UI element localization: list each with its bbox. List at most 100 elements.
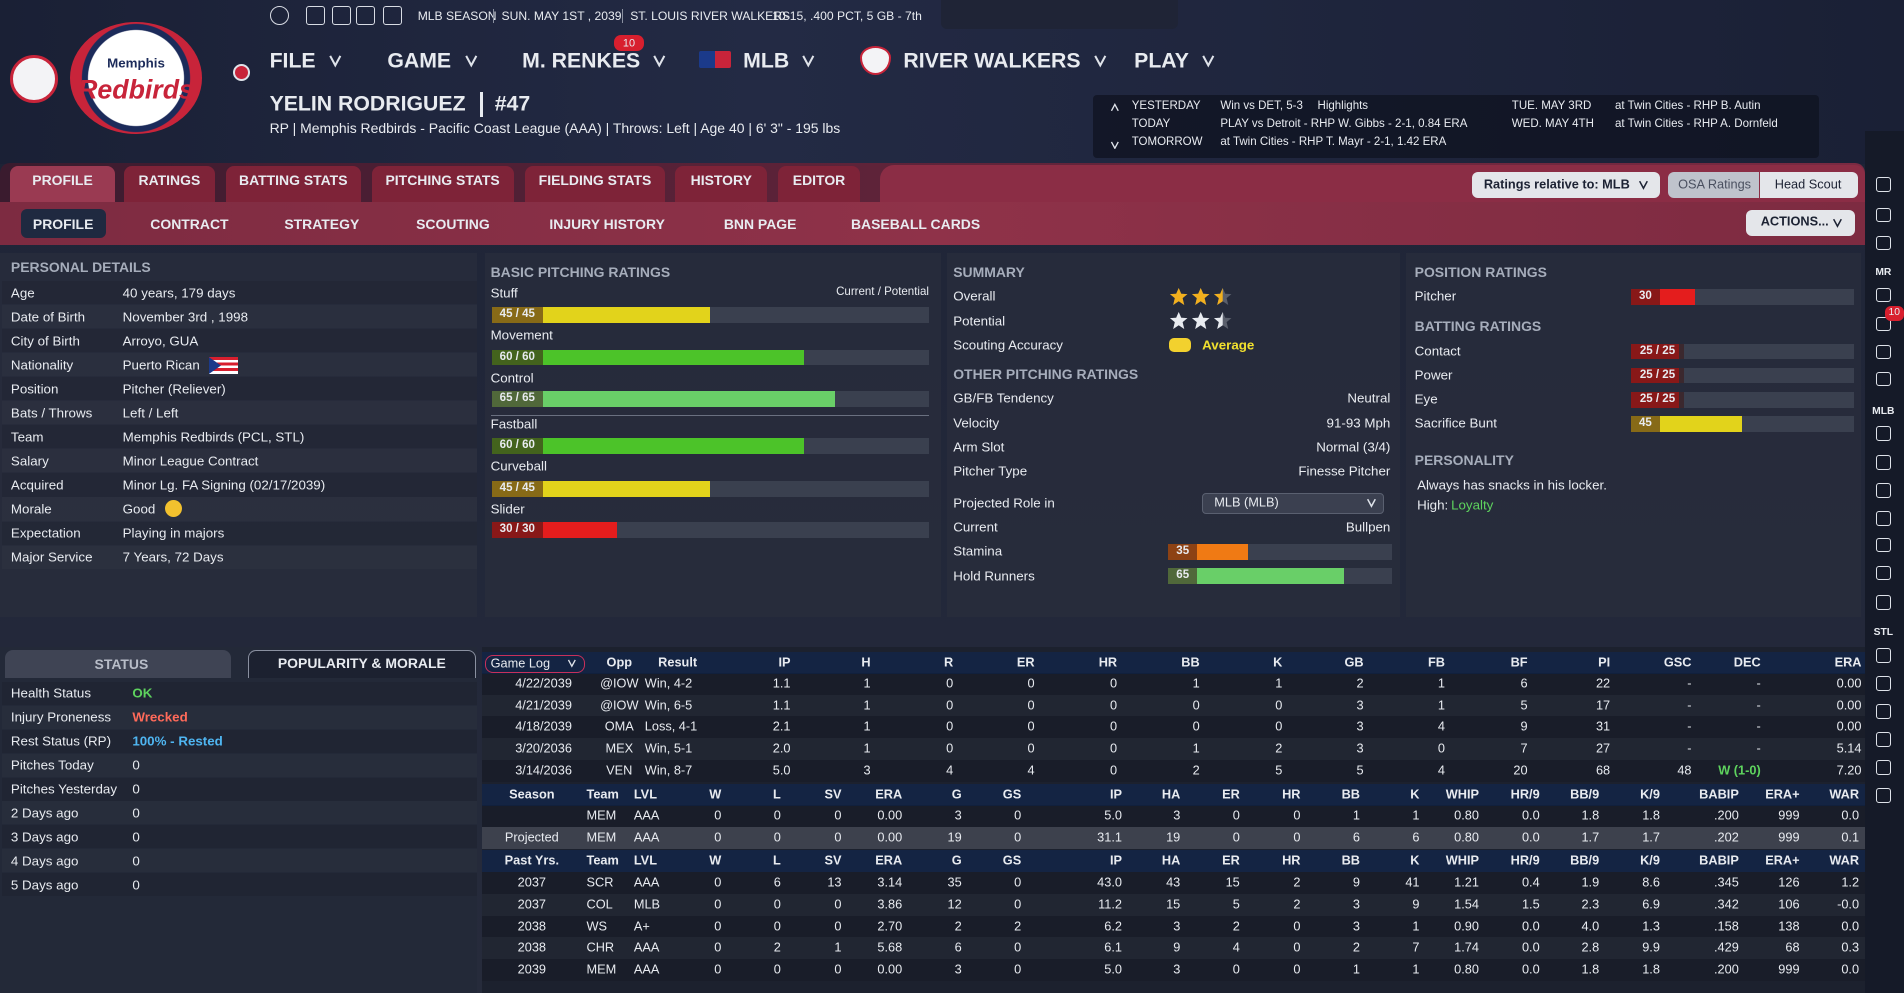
table-bg <box>482 647 1866 993</box>
tab[interactable] <box>247 649 476 678</box>
tab-label[interactable]: HISTORY <box>690 171 752 188</box>
menu-item[interactable]: FILE <box>269 48 316 73</box>
sidebar-icon[interactable] <box>1876 537 1891 553</box>
sidebar-icon[interactable] <box>1876 426 1891 441</box>
select-text[interactable]: Game Log <box>490 655 551 671</box>
sidebar-icon[interactable] <box>1876 344 1891 360</box>
cell: 0 <box>1293 939 1301 955</box>
menu-item[interactable]: RIVER WALKERS <box>903 48 1081 73</box>
button-label[interactable]: OSA Ratings <box>1678 176 1752 192</box>
subtab-label[interactable]: BNN PAGE <box>723 215 797 232</box>
select-text[interactable]: MLB (MLB) <box>1214 494 1279 510</box>
cell: 1 <box>863 740 871 756</box>
column-header: WHIP <box>1445 786 1479 802</box>
sidebar-icon[interactable] <box>1876 483 1891 498</box>
sidebar-icon[interactable] <box>1876 788 1891 803</box>
tab[interactable] <box>4 649 231 678</box>
topbar-record: 10-15, .400 PCT, 5 GB - 7th <box>772 8 922 23</box>
nav-icon[interactable] <box>269 6 289 26</box>
subtab-label[interactable]: SCOUTING <box>416 215 490 232</box>
cell: 1.3 <box>1642 918 1660 934</box>
tab-label[interactable]: FIELDING STATS <box>538 171 652 188</box>
cell: 2038 <box>517 939 547 955</box>
panel-title: BASIC PITCHING RATINGS <box>490 264 671 281</box>
nav-icon[interactable] <box>331 6 351 26</box>
select[interactable] <box>484 654 586 673</box>
subtab-label[interactable]: CONTRACT <box>150 215 229 232</box>
tab-label[interactable]: BATTING STATS <box>238 171 348 188</box>
status-value: Wrecked <box>132 709 188 725</box>
cell: 3 <box>954 961 962 977</box>
tab-label[interactable]: POPULARITY & MORALE <box>277 655 446 672</box>
tab[interactable] <box>524 166 666 202</box>
select[interactable] <box>1202 493 1385 514</box>
button[interactable] <box>1746 210 1856 236</box>
button[interactable] <box>1471 172 1660 198</box>
cell: 27 <box>1595 740 1611 756</box>
button[interactable] <box>1668 172 1760 198</box>
search-box[interactable] <box>941 0 1178 30</box>
status-value: 0 <box>132 805 140 821</box>
menu-item[interactable]: M. RENKES <box>522 48 641 73</box>
sidebar-icon[interactable] <box>1876 511 1891 526</box>
column-header: GS <box>1002 852 1022 868</box>
tab-label[interactable]: STATUS <box>94 656 149 673</box>
tab[interactable] <box>225 166 361 202</box>
sidebar-icon[interactable] <box>1876 760 1891 775</box>
nav-icon[interactable] <box>355 6 376 26</box>
subtab-label[interactable]: STRATEGY <box>284 215 360 232</box>
menu-item[interactable]: PLAY <box>1134 48 1189 73</box>
tab-label[interactable]: RATINGS <box>138 171 201 188</box>
detail-value: November 3rd , 1998 <box>122 308 248 324</box>
button[interactable] <box>1759 172 1858 198</box>
button-label[interactable]: Head Scout <box>1774 176 1842 192</box>
sidebar-icon[interactable] <box>1876 565 1891 581</box>
sidebar-icon[interactable] <box>1876 177 1891 192</box>
status-value: 100% - Rested <box>132 733 223 749</box>
rating-label: Stamina <box>953 543 1003 559</box>
panel-title: SUMMARY <box>953 264 1025 281</box>
sidebar-icon[interactable] <box>1876 455 1891 470</box>
subtab-label[interactable]: BASEBALL CARDS <box>850 215 981 232</box>
button-label[interactable]: Ratings relative to: MLB <box>1483 176 1630 192</box>
cell: 0 <box>946 697 954 713</box>
sidebar-icon[interactable] <box>1876 316 1891 332</box>
cell: 0 <box>1027 675 1035 691</box>
sidebar-icon[interactable] <box>1876 648 1891 663</box>
tab[interactable] <box>778 166 860 202</box>
column-header: HR <box>1282 786 1301 802</box>
cell: 19 <box>947 829 962 845</box>
sidebar-icon[interactable] <box>1876 704 1891 719</box>
sidebar-icon[interactable] <box>1876 595 1891 610</box>
menu-item[interactable]: GAME <box>387 48 452 73</box>
status-label: Pitches Today <box>10 757 94 773</box>
sidebar-icon[interactable] <box>1876 235 1891 251</box>
tab[interactable] <box>675 166 768 202</box>
cell: 5 <box>1232 896 1240 912</box>
tab-label[interactable]: EDITOR <box>792 171 846 188</box>
subtab-label[interactable]: INJURY HISTORY <box>549 215 665 232</box>
sidebar-icon[interactable] <box>1876 676 1891 691</box>
sidebar-icon[interactable] <box>1876 287 1891 303</box>
tab[interactable] <box>9 166 116 202</box>
sidebar-icon[interactable] <box>1876 371 1891 387</box>
menu-item[interactable]: MLB <box>743 48 790 73</box>
tab[interactable] <box>123 166 215 202</box>
cell: 4/18/2039 <box>515 718 572 734</box>
subtab-label[interactable]: PROFILE <box>32 215 94 232</box>
nav-icon[interactable] <box>382 6 402 26</box>
tab-label[interactable]: PITCHING STATS <box>385 171 500 188</box>
player-number: #47 <box>494 91 531 116</box>
status-value: 0 <box>132 853 140 869</box>
binocular-icon <box>1169 337 1192 353</box>
nav-icon[interactable] <box>306 6 326 26</box>
tab[interactable] <box>371 166 514 202</box>
sidebar-icon[interactable] <box>1876 732 1891 747</box>
chevron <box>802 55 815 68</box>
button-label[interactable]: ACTIONS... <box>1760 213 1829 229</box>
tab-label[interactable]: PROFILE <box>32 171 93 188</box>
sidebar-icon[interactable] <box>1876 207 1891 223</box>
schedule-link[interactable]: Highlights <box>1317 100 1369 113</box>
cell: 4 <box>1027 762 1035 778</box>
schedule-day: YESTERDAY <box>1131 100 1201 113</box>
